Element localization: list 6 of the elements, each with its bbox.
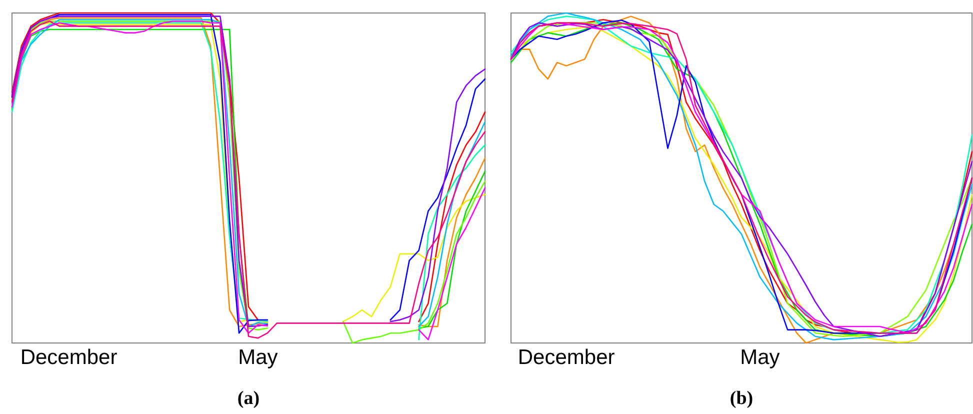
x-tick-label: December [20, 346, 118, 369]
x-tick-label: December [518, 346, 615, 369]
x-tick-label: May [740, 346, 780, 369]
text: (a) [237, 388, 260, 409]
text: (b) [730, 388, 754, 409]
x-tick-label: May [238, 346, 278, 369]
